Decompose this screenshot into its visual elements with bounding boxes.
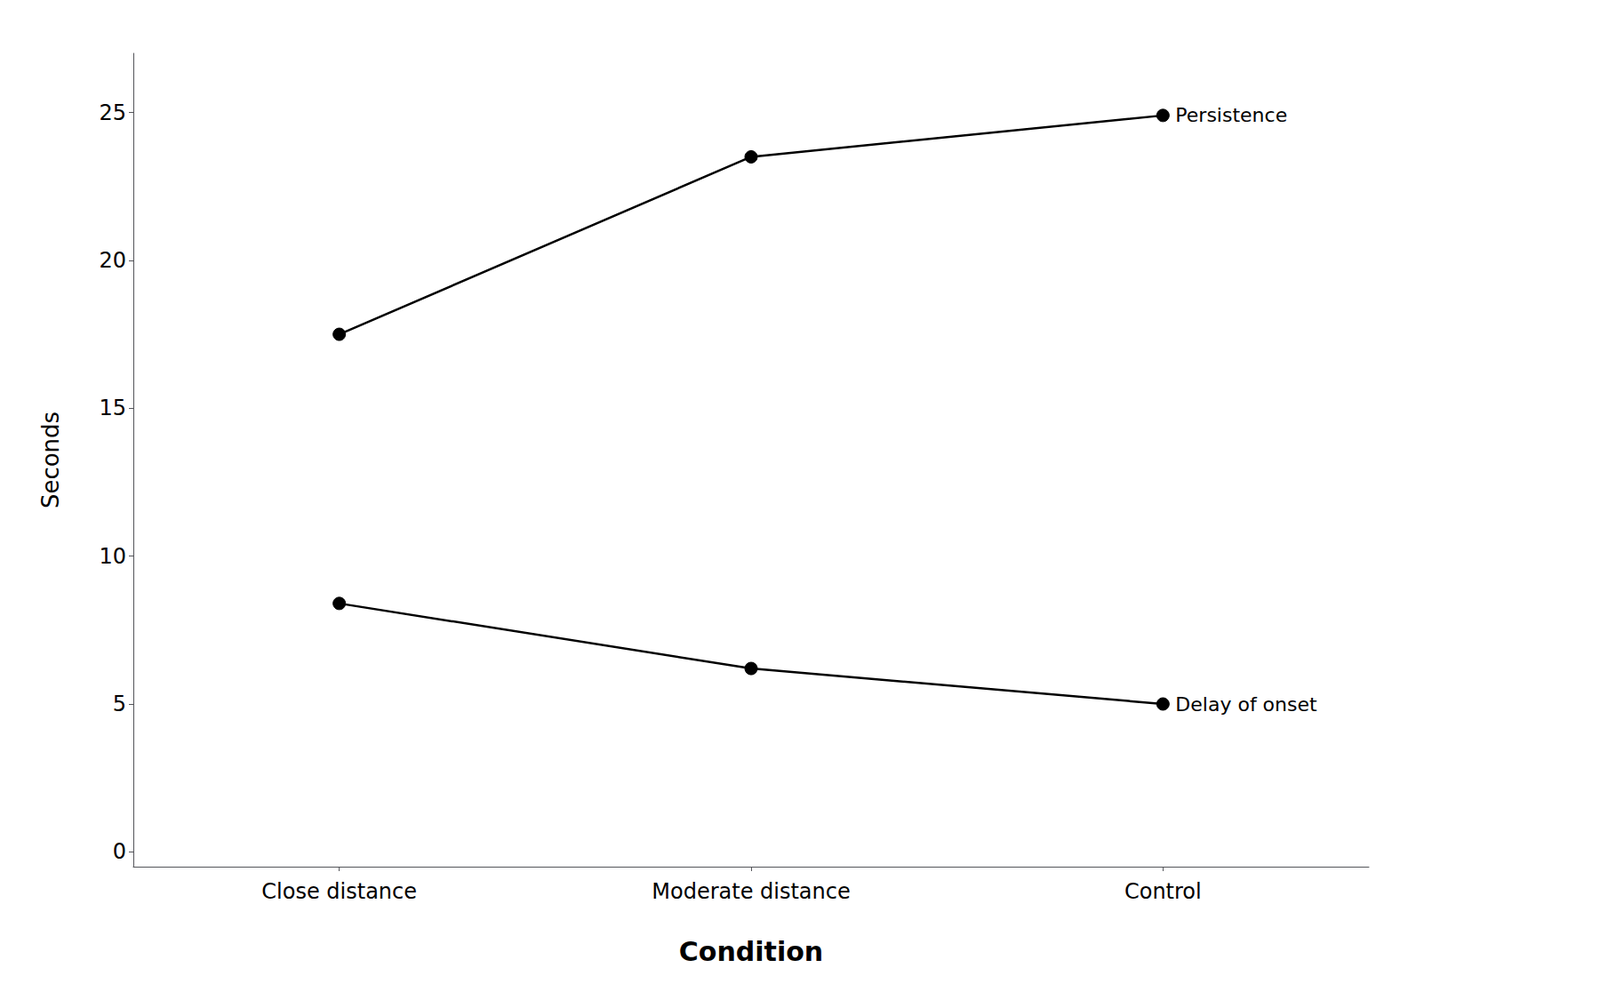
svg-text:20: 20: [98, 248, 127, 273]
svg-text:25: 25: [98, 100, 127, 126]
svg-text:5: 5: [112, 691, 127, 717]
svg-text:Seconds: Seconds: [37, 411, 64, 509]
svg-text:0: 0: [112, 839, 127, 864]
svg-text:Control: Control: [1124, 879, 1202, 904]
svg-text:15: 15: [98, 395, 127, 421]
svg-text:Close distance: Close distance: [261, 879, 417, 904]
svg-text:Persistence: Persistence: [1175, 104, 1288, 127]
svg-text:Moderate distance: Moderate distance: [651, 879, 850, 904]
svg-text:Condition: Condition: [679, 936, 824, 968]
svg-text:Delay of onset: Delay of onset: [1175, 693, 1318, 716]
svg-text:10: 10: [98, 544, 127, 569]
